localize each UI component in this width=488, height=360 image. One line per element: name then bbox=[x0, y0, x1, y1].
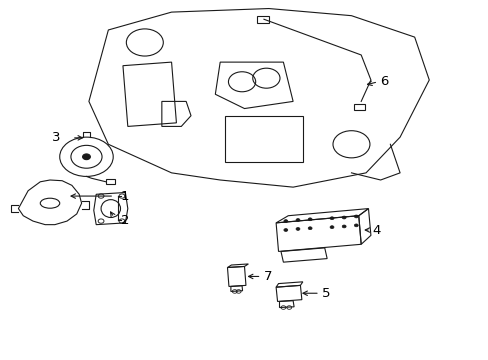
Circle shape bbox=[82, 154, 90, 159]
Text: 1: 1 bbox=[120, 190, 129, 203]
Text: 7: 7 bbox=[264, 270, 272, 283]
Circle shape bbox=[295, 219, 299, 221]
Circle shape bbox=[354, 215, 358, 218]
Circle shape bbox=[342, 216, 346, 219]
Circle shape bbox=[329, 226, 333, 229]
Circle shape bbox=[329, 217, 333, 220]
Text: 4: 4 bbox=[372, 224, 381, 237]
Circle shape bbox=[307, 227, 311, 230]
Text: 3: 3 bbox=[52, 131, 61, 144]
Circle shape bbox=[307, 218, 311, 221]
Circle shape bbox=[342, 225, 346, 228]
Text: 2: 2 bbox=[120, 213, 129, 226]
Circle shape bbox=[284, 220, 287, 222]
Text: 6: 6 bbox=[379, 75, 387, 88]
Circle shape bbox=[295, 228, 299, 230]
Circle shape bbox=[354, 224, 358, 227]
Circle shape bbox=[284, 229, 287, 231]
Text: 5: 5 bbox=[322, 287, 330, 300]
